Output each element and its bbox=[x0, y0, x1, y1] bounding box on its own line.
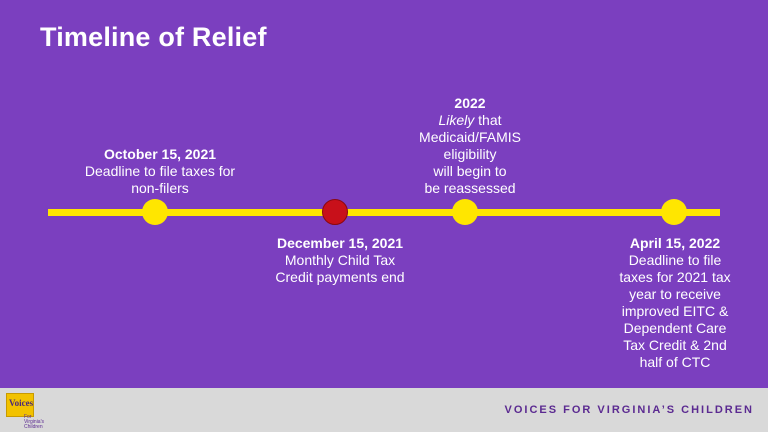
event-text-line: be reassessed bbox=[424, 180, 516, 196]
event-text-line: Tax Credit & 2nd bbox=[623, 337, 727, 353]
slide-title: Timeline of Relief bbox=[40, 22, 267, 52]
event-april-2022: April 15, 2022 Deadline to file taxes fo… bbox=[590, 235, 760, 371]
event-text-line: Deadline to file bbox=[628, 252, 722, 268]
milestone-dot-2022 bbox=[452, 199, 478, 225]
event-text-line: Deadline to file taxes for bbox=[84, 163, 236, 179]
event-text-line: Credit payments end bbox=[275, 269, 405, 285]
slide: Timeline of Relief October 15, 2021 Dead… bbox=[0, 0, 768, 388]
event-text-line: half of CTC bbox=[639, 354, 711, 370]
event-text-line: non-filers bbox=[131, 180, 189, 196]
event-2022: 2022 Likely that Medicaid/FAMIS eligibil… bbox=[390, 95, 550, 197]
milestone-dot-december-2021 bbox=[322, 199, 348, 225]
voices-logo: Voices bbox=[6, 393, 34, 417]
organization-name: VOICES FOR VIRGINIA’S CHILDREN bbox=[504, 404, 754, 416]
timeline-line bbox=[48, 209, 720, 216]
event-text-line: Dependent Care bbox=[623, 320, 727, 336]
event-text-line: year to receive bbox=[629, 286, 721, 302]
event-text-line: Monthly Child Tax bbox=[284, 252, 396, 268]
event-italic-word: Likely bbox=[438, 112, 475, 128]
event-date: December 15, 2021 bbox=[276, 235, 404, 251]
event-date: October 15, 2021 bbox=[103, 146, 217, 162]
event-october-2021: October 15, 2021 Deadline to file taxes … bbox=[60, 146, 260, 197]
logo-subtitle: For Virginia's Children bbox=[24, 414, 45, 430]
logo-word: Voices bbox=[9, 398, 34, 408]
event-text-line: will begin to bbox=[433, 163, 507, 179]
milestone-dot-april-2022 bbox=[661, 199, 687, 225]
event-text-line: improved EITC & bbox=[621, 303, 729, 319]
footer-bar: Voices For Virginia's Children VOICES FO… bbox=[0, 388, 768, 432]
event-date: April 15, 2022 bbox=[629, 235, 721, 251]
event-text-line: taxes for 2021 tax bbox=[619, 269, 731, 285]
event-text-line: Likely that bbox=[390, 112, 550, 129]
event-text-line: Medicaid/FAMIS bbox=[419, 129, 521, 145]
event-december-2021: December 15, 2021 Monthly Child Tax Cred… bbox=[250, 235, 430, 286]
event-text-rest: that bbox=[474, 112, 502, 128]
event-text-line: eligibility bbox=[443, 146, 497, 162]
event-date: 2022 bbox=[454, 95, 486, 111]
milestone-dot-october-2021 bbox=[142, 199, 168, 225]
